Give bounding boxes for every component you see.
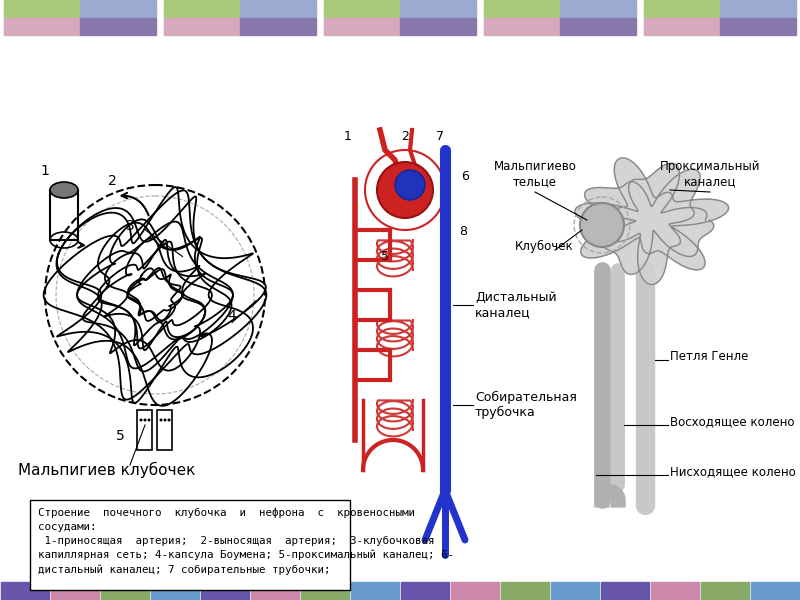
Circle shape [45, 185, 265, 405]
Bar [240, 17, 316, 35]
Bar [324, 17, 400, 35]
Text: 5: 5 [381, 250, 389, 263]
Bar [484, 0, 560, 17]
Bar [50, 190, 78, 240]
Bar [560, 0, 636, 17]
Bar [240, 0, 316, 17]
Bar [101, 582, 149, 600]
Bar [644, 17, 720, 35]
Text: Нисходящее колено: Нисходящее колено [670, 465, 796, 478]
Text: 4: 4 [228, 309, 236, 323]
Text: 6: 6 [461, 170, 469, 183]
Bar [400, 17, 476, 35]
Bar [720, 0, 796, 17]
Text: 5: 5 [116, 429, 124, 443]
Text: Восходящее колено: Восходящее колено [670, 415, 794, 428]
Bar [351, 582, 399, 600]
Bar [751, 582, 799, 600]
Text: Клубочек: Клубочек [515, 240, 574, 253]
Bar [157, 410, 172, 450]
Text: Мальпигиев клубочек: Мальпигиев клубочек [18, 462, 195, 478]
Bar [137, 410, 152, 450]
Bar [164, 0, 240, 17]
Circle shape [580, 203, 624, 247]
Circle shape [159, 419, 162, 421]
Bar [30, 500, 350, 590]
Circle shape [167, 419, 170, 421]
Bar [651, 582, 699, 600]
Bar [80, 17, 156, 35]
Circle shape [163, 419, 166, 421]
Bar [551, 582, 599, 600]
Bar [451, 582, 499, 600]
Bar [601, 582, 649, 600]
Circle shape [147, 419, 150, 421]
Text: 7: 7 [436, 130, 444, 143]
Bar [720, 17, 796, 35]
Text: Дистальный
каналец: Дистальный каналец [475, 291, 557, 319]
Text: 3: 3 [126, 219, 134, 233]
Bar [4, 17, 80, 35]
Polygon shape [575, 158, 729, 284]
Circle shape [143, 419, 146, 421]
Bar [80, 0, 156, 17]
Bar [4, 0, 80, 17]
Bar [644, 0, 720, 17]
Bar [1, 582, 49, 600]
Bar [401, 582, 449, 600]
Text: Проксимальный: Проксимальный [660, 160, 760, 173]
Text: 1: 1 [344, 130, 352, 143]
Bar [301, 582, 349, 600]
Bar [324, 0, 400, 17]
Bar [701, 582, 749, 600]
Bar [151, 582, 199, 600]
Bar [164, 17, 240, 35]
Circle shape [377, 162, 433, 218]
Text: Собирательная
трубочка: Собирательная трубочка [475, 391, 577, 419]
Bar [201, 582, 249, 600]
Text: 1: 1 [41, 164, 50, 178]
Text: каналец: каналец [684, 175, 736, 188]
Text: Петля Генле: Петля Генле [670, 350, 748, 363]
Bar [501, 582, 549, 600]
Bar [251, 582, 299, 600]
Text: Строение  почечного  клубочка  и  нефрона  с  кровеносными
сосудами:
 1-приносящ: Строение почечного клубочка и нефрона с … [38, 508, 454, 575]
Text: 8: 8 [459, 225, 467, 238]
Circle shape [395, 170, 425, 200]
Bar [560, 17, 636, 35]
Text: Мальпигиево: Мальпигиево [494, 160, 577, 173]
Text: 2: 2 [108, 174, 116, 188]
Ellipse shape [50, 182, 78, 198]
Text: тельце: тельце [513, 175, 557, 188]
Circle shape [139, 419, 142, 421]
Bar [400, 0, 476, 17]
Bar [484, 17, 560, 35]
Text: 2: 2 [401, 130, 409, 143]
Bar [51, 582, 99, 600]
